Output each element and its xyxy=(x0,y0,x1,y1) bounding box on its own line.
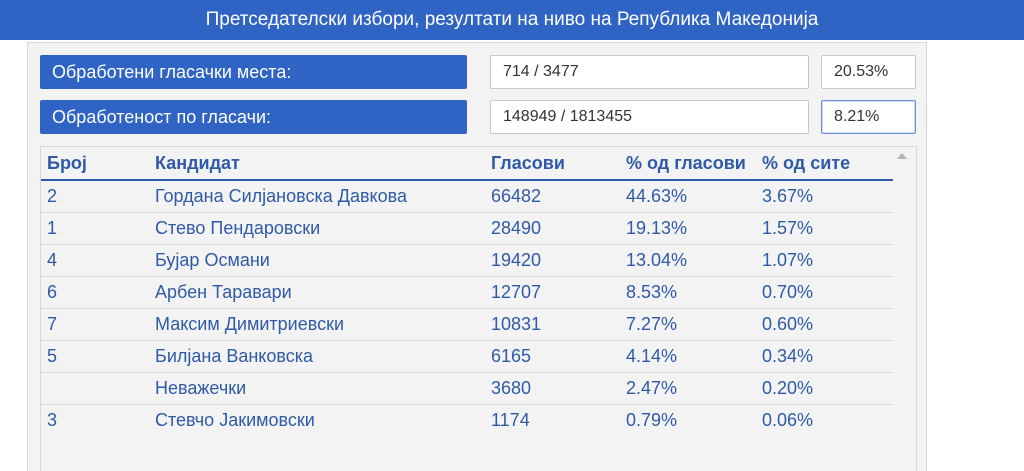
row-candidate-cell: Билјана Ванковска xyxy=(149,340,485,373)
row-votes-cell: 12707 xyxy=(485,276,620,309)
row-candidate-cell: Гордана Силјановска Давкова xyxy=(149,180,485,213)
row-number-cell xyxy=(41,372,149,405)
polling-stations-label: Обработени гласачки места: xyxy=(40,55,467,89)
scroll-up-icon[interactable] xyxy=(897,153,907,159)
table-row[interactable]: 4 Бујар Османи 19420 13.04% 1.07% xyxy=(41,244,893,277)
page-title: Претседателски избори, резултати на ниво… xyxy=(0,0,1024,40)
row-pct-all-cell: 1.57% xyxy=(756,212,893,245)
table-row[interactable]: Неважечки 3680 2.47% 0.20% xyxy=(41,372,893,405)
row-candidate-cell: Стево Пендаровски xyxy=(149,212,485,245)
row-pct-all-cell: 1.07% xyxy=(756,244,893,277)
column-header-candidate[interactable]: Кандидат xyxy=(149,147,485,181)
row-pct-all-cell: 0.34% xyxy=(756,340,893,373)
polling-stations-value-field[interactable]: 714 / 3477 xyxy=(490,55,809,89)
row-pct-all-cell: 3.67% xyxy=(756,180,893,213)
voters-percent-field[interactable]: 8.21% xyxy=(821,100,916,134)
row-votes-cell: 66482 xyxy=(485,180,620,213)
column-header-number[interactable]: Број xyxy=(41,147,149,181)
row-candidate-cell: Бујар Османи xyxy=(149,244,485,277)
table-header-row: Број Кандидат Гласови % од гласови % од … xyxy=(41,147,893,181)
row-pct-votes-cell: 8.53% xyxy=(620,276,756,309)
voters-value-field[interactable]: 148949 / 1813455 xyxy=(490,100,809,134)
table-row[interactable]: 6 Арбен Таравари 12707 8.53% 0.70% xyxy=(41,276,893,309)
results-table: Број Кандидат Гласови % од гласови % од … xyxy=(41,147,893,436)
row-votes-cell: 10831 xyxy=(485,308,620,341)
row-votes-cell: 6165 xyxy=(485,340,620,373)
row-pct-votes-cell: 2.47% xyxy=(620,372,756,405)
results-table-container[interactable]: Број Кандидат Гласови % од гласови % од … xyxy=(40,146,917,471)
row-number-cell: 6 xyxy=(41,276,149,309)
row-candidate-cell: Стевчо Јакимовски xyxy=(155,409,315,430)
column-header-votes[interactable]: Гласови xyxy=(485,147,620,181)
row-pct-votes-cell: 4.14% xyxy=(620,340,756,373)
row-pct-votes-cell: 44.63% xyxy=(620,180,756,213)
table-row[interactable]: 1 Стево Пендаровски 28490 19.13% 1.57% xyxy=(41,212,893,245)
row-pct-all-cell: 0.70% xyxy=(756,276,893,309)
row-number-cell: 4 xyxy=(41,244,149,277)
voters-label: Обработеност по гласачи: xyxy=(40,100,467,134)
row-pct-votes-cell: 13.04% xyxy=(620,244,756,277)
row-pct-votes-cell: 0.79% xyxy=(626,409,678,430)
row-pct-all-cell: 0.60% xyxy=(756,308,893,341)
table-row[interactable]: 5 Билјана Ванковска 6165 4.14% 0.34% xyxy=(41,340,893,373)
row-pct-votes-cell: 7.27% xyxy=(620,308,756,341)
column-header-pct-all[interactable]: % од сите xyxy=(756,147,893,181)
row-votes-cell: 1174 xyxy=(491,409,530,430)
row-candidate-cell: Арбен Таравари xyxy=(149,276,485,309)
row-votes-cell: 28490 xyxy=(485,212,620,245)
column-header-pct-votes[interactable]: % од гласови xyxy=(620,147,756,181)
row-number-cell: 1 xyxy=(41,212,149,245)
row-number-cell: 3 xyxy=(47,409,58,430)
table-row[interactable]: 7 Максим Димитриевски 10831 7.27% 0.60% xyxy=(41,308,893,341)
row-number-cell: 2 xyxy=(41,180,149,213)
row-votes-cell: 19420 xyxy=(485,244,620,277)
polling-stations-percent-field[interactable]: 20.53% xyxy=(821,55,916,89)
row-pct-all-cell: 0.06% xyxy=(762,409,814,430)
row-number-cell: 7 xyxy=(41,308,149,341)
row-number-cell: 5 xyxy=(41,340,149,373)
table-row[interactable]: 3 Стевчо Јакимовски 1174 0.79% 0.06% xyxy=(41,404,893,436)
row-pct-all-cell: 0.20% xyxy=(756,372,893,405)
row-pct-votes-cell: 19.13% xyxy=(620,212,756,245)
row-candidate-cell: Максим Димитриевски xyxy=(149,308,485,341)
row-votes-cell: 3680 xyxy=(485,372,620,405)
table-row[interactable]: 2 Гордана Силјановска Давкова 66482 44.63% 3… xyxy=(41,180,893,213)
row-candidate-cell: Неважечки xyxy=(149,372,485,405)
